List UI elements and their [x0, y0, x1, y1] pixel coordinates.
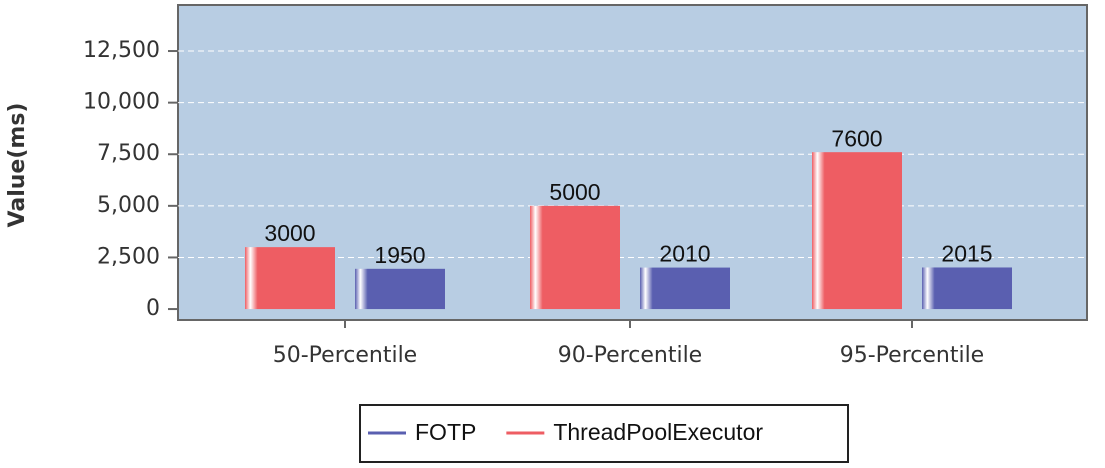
x-tick-label: 95-Percentile [840, 343, 984, 368]
value-label: 7600 [831, 125, 882, 151]
x-tick-label: 50-Percentile [273, 343, 417, 368]
y-tick-label: 12,500 [83, 38, 160, 63]
y-tick-label: 10,000 [83, 90, 160, 115]
y-tick-label: 5,000 [97, 193, 160, 218]
bar [355, 268, 445, 310]
legend-label: ThreadPoolExecutor [553, 419, 763, 445]
value-label: 5000 [549, 179, 600, 205]
legend [359, 404, 849, 463]
y-tick-label: 7,500 [97, 141, 160, 166]
bar [245, 247, 335, 310]
y-tick-label: 0 [146, 296, 160, 321]
bar [530, 205, 620, 310]
y-tick-label: 2,500 [97, 244, 160, 269]
y-axis-label: Value(ms) [5, 103, 30, 228]
x-tick-label: 90-Percentile [558, 343, 702, 368]
legend-label: FOTP [415, 419, 476, 445]
bar [640, 267, 730, 310]
value-label: 2010 [659, 241, 710, 267]
bar [922, 267, 1012, 310]
value-label: 2015 [941, 241, 992, 267]
bar [812, 152, 902, 310]
value-label: 3000 [264, 220, 315, 246]
value-label: 1950 [374, 242, 425, 268]
